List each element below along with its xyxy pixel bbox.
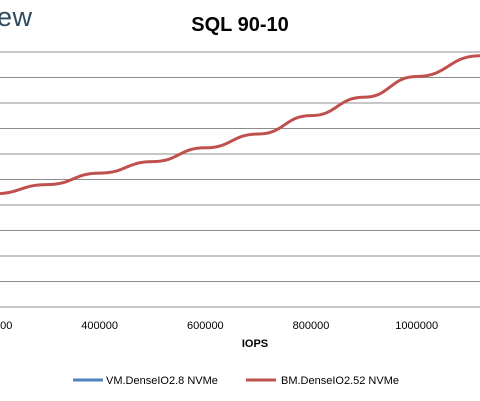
legend-label: BM.DenseIO2.52 NVMe <box>281 375 399 387</box>
series-line <box>0 54 480 196</box>
x-tick-label: 400000 <box>81 320 118 332</box>
series-lines <box>0 54 480 196</box>
gridlines <box>0 51 480 308</box>
x-tick-label: 800000 <box>293 320 330 332</box>
x-tick-label: 1000000 <box>395 320 438 332</box>
legend-label: VM.DenseIO2.8 NVMe <box>106 375 218 387</box>
x-tick-label: 200000 <box>0 320 12 332</box>
legend: VM.DenseIO2.8 NVMe BM.DenseIO2.52 NVMe <box>73 375 399 387</box>
x-tick-label: 600000 <box>187 320 224 332</box>
brand-logo-text: ew <box>0 2 33 32</box>
x-tick-labels: 200000 400000 600000 800000 1000000 <box>0 320 438 332</box>
chart-title: SQL 90-10 <box>191 14 289 36</box>
x-axis-label: IOPS <box>242 338 268 350</box>
